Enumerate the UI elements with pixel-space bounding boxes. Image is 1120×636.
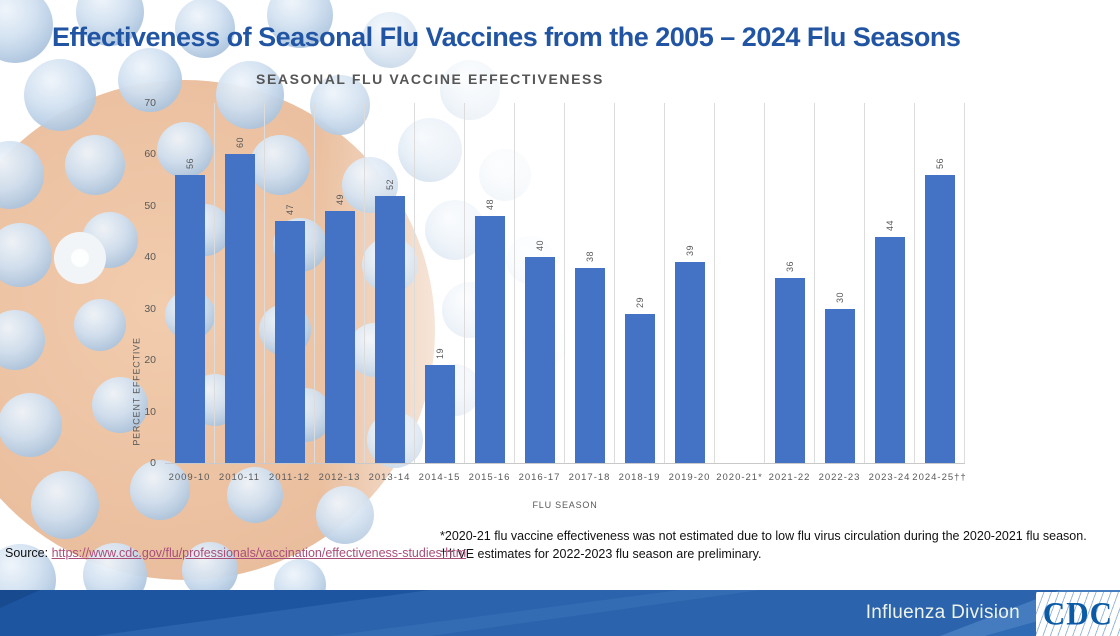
x-tick-label: 2009-10 [168,472,211,483]
chart-category-cell: 47 2011-12 [265,103,315,483]
x-tick-label: 2017-18 [568,472,611,483]
bar-2019-20 [674,262,705,463]
x-tick-label: 2016-17 [518,472,561,483]
chart-category-cell: 44 2023-24 [865,103,915,483]
data-label: 29 [634,296,645,308]
x-tick-label: 2021-22 [768,472,811,483]
x-tick-label: 2012-13 [318,472,361,483]
data-label: 47 [284,204,295,216]
y-tick-label: 30 [144,302,156,315]
footnote-ve-preliminary: †† VE estimates for 2022-2023 flu season… [440,547,762,562]
chart-category-cell: 40 2016-17 [515,103,565,483]
source-line: Source: https://www.cdc.gov/flu/professi… [5,546,466,560]
chart-category-cell: 2020-21* [715,103,765,483]
data-label: 40 [534,240,545,252]
bar-2012-13 [324,211,355,463]
source-label: Source: [5,546,49,560]
chart-category-cell: 52 2013-14 [365,103,415,483]
chart-category-cell: 19 2014-15 [415,103,465,483]
x-tick-label: 2020-21* [716,472,763,483]
x-tick-label: 2011-12 [268,472,311,483]
chart-category-cell: 56 2009-10 [165,103,215,483]
chart-category-cell: 39 2019-20 [665,103,715,483]
bar-2010-11 [224,154,255,463]
chart-category-cell: 29 2018-19 [615,103,665,483]
bar-2014-15 [424,365,455,463]
x-tick-label: 2013-14 [368,472,411,483]
data-label: 38 [584,250,595,262]
chart-title: SEASONAL FLU VACCINE EFFECTIVENESS [256,71,604,87]
bar-2015-16 [474,216,505,463]
bar-chart: PERCENT EFFECTIVE FLU SEASON 0 10 20 30 40 50… [131,97,966,510]
y-tick-label: 10 [144,405,156,418]
chart-category-cell: 56 2024-25†† [912,103,966,483]
bar-2024-25†† [924,175,955,463]
footnote-2020-21: *2020-21 flu vaccine effectiveness was n… [440,529,1087,543]
bar-2011-12 [274,221,305,463]
chart-category-cell: 49 2012-13 [315,103,365,483]
bar-2013-14 [374,195,405,463]
x-tick-label: 2022-23 [818,472,861,483]
chart-category-cell: 60 2010-11 [215,103,265,483]
data-label: 39 [684,245,695,257]
page-title: Effectiveness of Seasonal Flu Vaccines f… [52,22,961,52]
footer-bar: Influenza Division CDC [0,590,1120,636]
source-link[interactable]: https://www.cdc.gov/flu/professionals/va… [51,546,467,560]
chart-category-cell: 30 2022-23 [815,103,865,483]
data-label: 52 [384,178,395,190]
x-tick-label: 2023-24 [868,472,911,483]
y-tick-label: 0 [150,457,156,469]
x-tick-label: 2024-25†† [912,472,967,483]
footer-swoosh [0,590,1120,636]
data-label: 30 [834,291,845,303]
y-tick-label: 40 [144,251,156,264]
cdc-logo: CDC [1036,592,1120,636]
bar-2018-19 [624,313,655,463]
chart-category-cell: 48 2015-16 [465,103,515,483]
y-axis-title: PERCENT EFFECTIVE [131,337,141,446]
chart-category-cell: 36 2021-22 [765,103,815,483]
y-tick-label: 70 [144,97,156,109]
chart-category-cell: 38 2017-18 [565,103,615,483]
cdc-logo-hatch [1036,592,1120,636]
x-axis-title: FLU SEASON [532,500,598,510]
bar-2021-22 [774,277,805,463]
bar-2016-17 [524,257,555,463]
x-tick-label: 2018-19 [618,472,661,483]
data-label: 44 [884,219,895,231]
x-tick-label: 2019-20 [668,472,711,483]
data-label: 19 [434,348,445,360]
influenza-division-label: Influenza Division [865,602,1020,623]
bar-2009-10 [174,175,205,463]
data-label: 48 [484,199,495,211]
y-tick-label: 50 [144,199,156,212]
data-label: 56 [184,157,195,169]
x-tick-label: 2014-15 [418,472,461,483]
data-label: 36 [784,260,795,272]
x-tick-label: 2015-16 [468,472,511,483]
bar-2023-24 [874,236,905,463]
x-tick-label: 2010-11 [218,472,261,483]
data-label: 49 [334,193,345,205]
data-label: 60 [234,137,245,149]
bar-2017-18 [574,267,605,463]
footnotes: *2020-21 flu vaccine effectiveness was n… [440,527,1087,563]
bar-2022-23 [824,308,855,463]
y-tick-label: 60 [144,148,156,161]
cdc-logo-text: CDC [1042,595,1114,632]
data-label: 56 [934,157,945,169]
y-tick-label: 20 [144,354,156,367]
